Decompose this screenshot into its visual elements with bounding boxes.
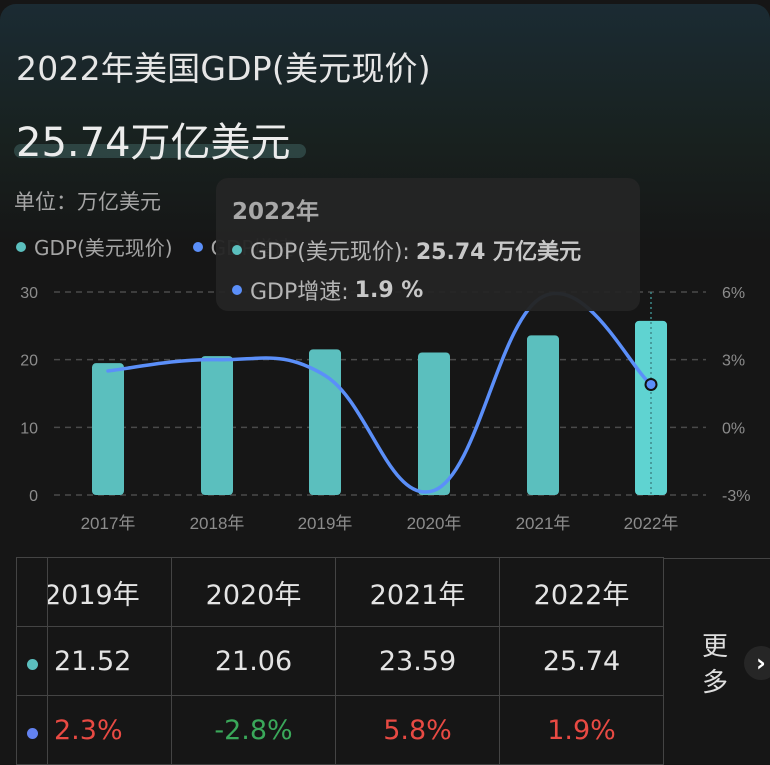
table-header-cell: 2021年 bbox=[335, 557, 500, 627]
page-title: 2022年美国GDP(美元现价) bbox=[16, 49, 431, 88]
row-marker bbox=[16, 626, 48, 696]
blue-dot-icon bbox=[232, 285, 242, 295]
table-cell: -2.8% bbox=[171, 695, 336, 765]
bar[interactable] bbox=[309, 349, 341, 495]
teal-dot-icon bbox=[26, 658, 38, 670]
more-label[interactable]: 更多 bbox=[702, 632, 729, 698]
table-header-cell: 2022年 bbox=[499, 557, 664, 627]
legend-item-gdp[interactable]: GDP(美元现价) bbox=[16, 232, 173, 261]
x-axis-label: 2021年 bbox=[516, 514, 571, 533]
chart-tooltip: 2022年 GDP(美元现价): 25.74 万亿美元 GDP增速: 1.9 % bbox=[216, 178, 640, 311]
table-corner bbox=[16, 557, 48, 627]
right-axis-tick: 0% bbox=[722, 420, 745, 437]
growth-line[interactable] bbox=[106, 291, 653, 494]
left-axis-tick: 20 bbox=[20, 353, 38, 370]
teal-dot-icon bbox=[232, 245, 242, 255]
right-axis-tick: -3% bbox=[722, 488, 750, 505]
tooltip-label: GDP(美元现价): bbox=[250, 240, 410, 265]
cell-text: 2.3% bbox=[54, 714, 123, 746]
blue-dot-icon bbox=[192, 241, 203, 252]
bar[interactable] bbox=[92, 363, 124, 495]
unit-label: 单位：万亿美元 bbox=[14, 190, 161, 214]
blue-dot-icon bbox=[26, 727, 38, 739]
table-header-row: 2019年 2020年 2021年 2022年 bbox=[16, 557, 664, 627]
tooltip-row-gdp: GDP(美元现价): 25.74 万亿美元 bbox=[232, 234, 624, 266]
row-marker bbox=[16, 695, 48, 765]
x-axis-label: 2019年 bbox=[298, 514, 353, 533]
active-point[interactable] bbox=[644, 377, 658, 391]
value-highlight bbox=[14, 144, 306, 158]
cell-text: 21.52 bbox=[54, 645, 132, 677]
table-header-cell: 2019年 bbox=[47, 557, 172, 627]
tooltip-label: GDP增速: bbox=[250, 280, 349, 305]
right-axis-tick: 3% bbox=[722, 353, 745, 370]
table-cell: 25.74 bbox=[499, 626, 664, 696]
x-axis-label: 2020年 bbox=[407, 514, 462, 533]
table-cell: 5.8% bbox=[335, 695, 500, 765]
tooltip-value: 1.9 % bbox=[354, 277, 424, 303]
teal-dot-icon bbox=[16, 241, 26, 252]
headline-value: 25.74万亿美元 bbox=[16, 120, 291, 166]
left-axis-tick: 10 bbox=[20, 420, 38, 437]
bar[interactable] bbox=[527, 335, 559, 495]
table-cell: 1.9% bbox=[499, 695, 664, 765]
tooltip-row-growth: GDP增速: 1.9 % bbox=[232, 274, 624, 306]
tooltip-value: 25.74 万亿美元 bbox=[415, 240, 582, 265]
bar[interactable] bbox=[201, 356, 233, 495]
data-table: 2019年 2020年 2021年 2022年 21.52 21.06 23.5… bbox=[16, 557, 664, 765]
chevron-right-icon[interactable]: › bbox=[744, 646, 770, 680]
header-text: 2019年 bbox=[47, 579, 140, 611]
table-row: 21.52 21.06 23.59 25.74 bbox=[16, 626, 664, 696]
x-axis-label: 2017年 bbox=[81, 514, 136, 533]
left-axis-tick: 30 bbox=[20, 285, 38, 302]
x-axis-label: 2018年 bbox=[190, 514, 245, 533]
x-axis-label: 2022年 bbox=[624, 514, 679, 533]
table-cell: 21.06 bbox=[171, 626, 336, 696]
left-axis-tick: 0 bbox=[29, 488, 38, 505]
table-row: 2.3% -2.8% 5.8% 1.9% bbox=[16, 695, 664, 765]
legend-label: GDP(美元现价) bbox=[34, 236, 173, 260]
table-header-cell: 2020年 bbox=[171, 557, 336, 627]
table-cell: 23.59 bbox=[335, 626, 500, 696]
bar[interactable] bbox=[418, 352, 450, 495]
table-cell: 2.3% bbox=[47, 695, 172, 765]
combo-chart[interactable]: 0 10 20 30 -3% 0% 3% 6% 2017年 2018年 2019年 2020年 2021… bbox=[0, 280, 770, 540]
tooltip-title: 2022年 bbox=[232, 199, 320, 225]
right-axis-tick: 6% bbox=[722, 285, 745, 302]
more-panel[interactable]: 更多 bbox=[664, 558, 770, 759]
table-cell: 21.52 bbox=[47, 626, 172, 696]
